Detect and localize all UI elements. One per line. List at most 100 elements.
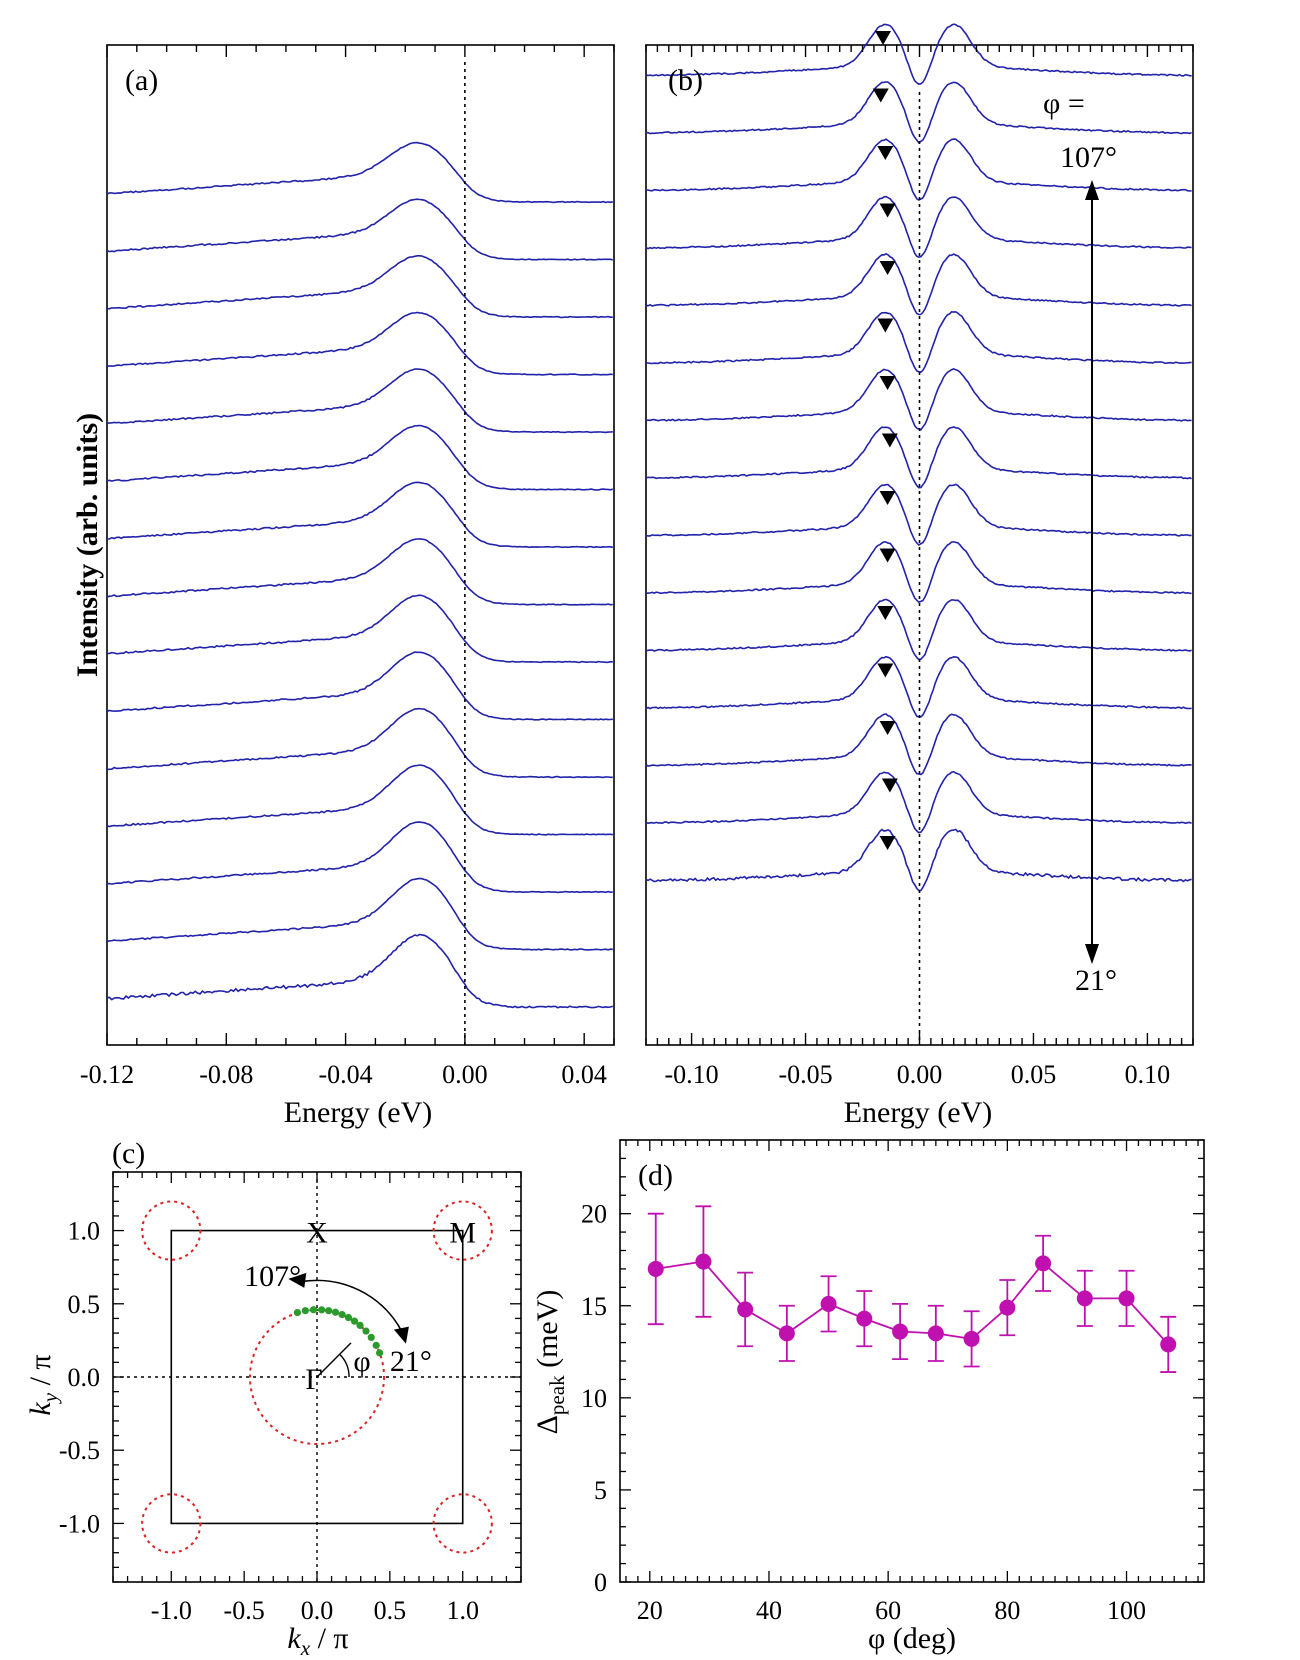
xtick-label-d: 60 <box>875 1596 901 1625</box>
ytick-label-d: 0 <box>594 1568 607 1597</box>
panel-d-xlabel: φ (deg) <box>868 1622 956 1655</box>
peak-marker <box>879 203 896 218</box>
phi-sweep-arrowhead-start <box>288 1272 307 1288</box>
gamma-point-label: Γ <box>305 1363 322 1396</box>
xtick-label-d: 100 <box>1107 1596 1146 1625</box>
kpoint-marker <box>318 1306 326 1314</box>
phi-equals-label: φ = <box>1043 87 1085 120</box>
symmetrized-edc-curve <box>645 713 1192 776</box>
gap-data-point <box>1160 1336 1177 1353</box>
phi-sweep-arrow <box>300 1279 403 1333</box>
kpoint-marker <box>372 1341 380 1349</box>
symmetrized-edc-curve <box>645 828 1192 892</box>
edc-curve-a <box>106 707 613 779</box>
symmetrized-edc-curve <box>645 81 1192 144</box>
gap-data-point <box>1035 1255 1052 1272</box>
peak-marker <box>879 261 896 275</box>
phi-start-label: 107° <box>244 1260 301 1293</box>
xtick-label-b: 0.05 <box>1011 1060 1057 1089</box>
gap-data-point <box>737 1301 754 1318</box>
panel-c-xlabel: kx / π <box>287 1622 348 1660</box>
symmetrized-edc-curve <box>645 368 1192 431</box>
delta-tail: (meV) <box>531 1290 564 1376</box>
panel-c-content: X M Γφ 107° 21° <box>113 1172 521 1582</box>
kpoint-marker <box>331 1308 340 1316</box>
phi-end-label: 21° <box>390 1345 432 1378</box>
edc-curve-a <box>106 651 613 721</box>
xtick-label-b: -0.05 <box>778 1060 832 1089</box>
xtick-label-a: 0.04 <box>561 1060 607 1089</box>
ytick-label-c: 0.5 <box>68 1290 101 1319</box>
symmetrized-edc-curve <box>645 426 1192 489</box>
xtick-label-c: -1.0 <box>151 1596 192 1625</box>
kpoint-marker <box>367 1333 375 1342</box>
kpoint-marker <box>293 1308 302 1317</box>
panel-d-label: (d) <box>638 1159 673 1192</box>
peak-marker <box>877 663 894 678</box>
kpoint-marker <box>301 1307 309 1315</box>
ytick-label-d: 5 <box>594 1476 607 1505</box>
phi-symbol-label: φ <box>353 1345 370 1378</box>
gap-data-point <box>999 1299 1016 1316</box>
xtick-label-b: 0.00 <box>897 1060 943 1089</box>
xtick-label-d: 80 <box>994 1596 1020 1625</box>
kpoint-marker <box>350 1317 359 1325</box>
edc-curve-a <box>106 141 613 204</box>
symmetrized-edc-curve <box>645 770 1192 834</box>
symmetrized-edc-curve <box>645 598 1192 661</box>
xtick-label-b: -0.10 <box>664 1060 718 1089</box>
panel-c-ticks: -1.0 -0.5 0.0 0.5 1.0 -1.0 -0.5 0.0 0.5 1.0 <box>59 1171 522 1625</box>
peak-marker <box>879 548 896 563</box>
symmetrized-edc-curve <box>645 541 1192 604</box>
symmetrized-edc-curve <box>645 483 1192 547</box>
phi-angle-arc <box>339 1353 350 1378</box>
ytick-label-c: -1.0 <box>59 1509 100 1538</box>
xtick-label-c: -0.5 <box>224 1596 265 1625</box>
gap-data-point <box>1076 1290 1093 1307</box>
xtick-label-b: 0.10 <box>1125 1060 1171 1089</box>
panel-a-curves <box>106 62 614 1045</box>
gap-data-point <box>927 1325 944 1342</box>
xtick-label-d: 20 <box>637 1596 663 1625</box>
gap-data-point <box>892 1323 909 1340</box>
edc-curve-a <box>106 538 613 606</box>
ytick-label-c: 1.0 <box>68 1217 101 1246</box>
edc-curve-a <box>106 933 614 1009</box>
gap-data-point <box>1118 1290 1135 1307</box>
delta-sub: peak <box>545 1375 569 1415</box>
delta-symbol: Δ <box>531 1415 564 1434</box>
edc-curve-a <box>106 764 613 836</box>
symmetrized-edc-curve <box>645 310 1192 373</box>
panel-c: X M Γφ 107° 21° -1.0 -0.5 0.0 0.5 1.0 -1.0 -0.5 0.0… <box>24 1137 522 1660</box>
phi-top-label: 107° <box>1060 141 1117 174</box>
kx-sub: x <box>300 1636 311 1660</box>
panel-a-label: (a) <box>125 64 158 97</box>
ky-k: k <box>24 1402 57 1416</box>
panel-c-ylabel: ky / π <box>24 1354 62 1415</box>
x-point-label: X <box>306 1217 328 1250</box>
symmetrized-edc-curve <box>645 23 1192 85</box>
edc-curve-a <box>106 877 613 951</box>
panel-b-peak-markers <box>872 31 898 850</box>
xtick-label-c: 0.5 <box>374 1596 407 1625</box>
peak-marker <box>881 778 898 793</box>
panel-a-ylabel: Intensity (arb. units) <box>71 413 104 677</box>
ky-tail: / π <box>24 1354 57 1392</box>
panel-a-ticks: -0.12 -0.08 -0.04 0.00 0.04 <box>80 45 615 1089</box>
edc-curve-a <box>106 821 613 894</box>
peak-marker <box>879 721 896 735</box>
peak-marker <box>877 318 894 333</box>
phi-bottom-label: 21° <box>1075 964 1117 997</box>
panel-d-ticks: 20 40 60 80 100 0 5 10 15 20 <box>581 1139 1204 1625</box>
kx-tail: / π <box>310 1622 348 1655</box>
peak-marker <box>881 433 898 448</box>
gap-data-point <box>820 1295 837 1312</box>
peak-marker <box>879 491 896 505</box>
ytick-label-d: 15 <box>581 1292 607 1321</box>
phi-arrow-up-head <box>1085 180 1099 200</box>
kpoint-marker <box>338 1310 346 1319</box>
m-pocket <box>141 1493 202 1554</box>
edc-curve-a <box>106 198 613 261</box>
m-point-label: M <box>449 1217 476 1250</box>
